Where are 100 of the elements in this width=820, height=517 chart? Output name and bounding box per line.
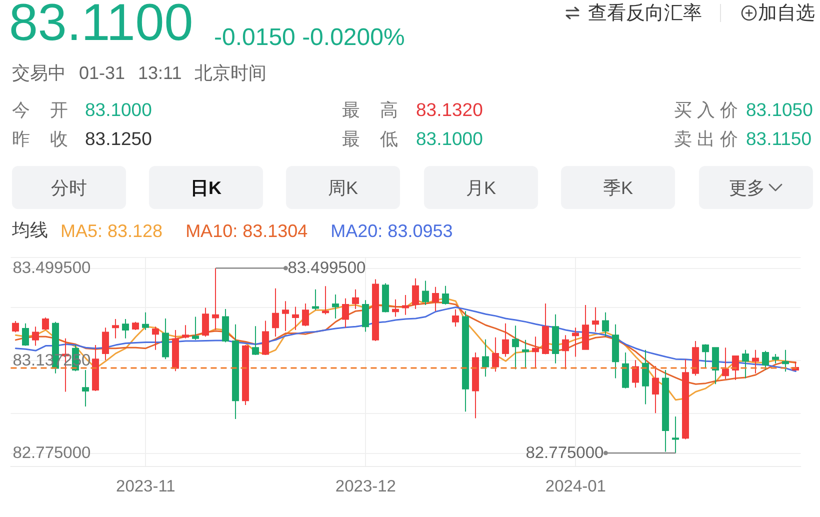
candlestick bbox=[132, 321, 139, 330]
candlestick bbox=[472, 352, 479, 419]
text: 最低 bbox=[342, 128, 398, 150]
annotation: 83.499500 bbox=[288, 259, 366, 278]
text: 83.1000 bbox=[85, 99, 152, 121]
candlestick bbox=[542, 302, 549, 355]
candlestick bbox=[82, 370, 89, 408]
candlestick bbox=[282, 300, 289, 332]
candlestick bbox=[712, 347, 719, 385]
candlestick bbox=[742, 349, 749, 379]
tab-button: 季K bbox=[561, 166, 675, 209]
text: 83.1000 bbox=[416, 128, 483, 150]
candlestick bbox=[562, 334, 569, 370]
candlestick bbox=[202, 307, 209, 338]
candlestick bbox=[392, 298, 399, 318]
candlestick bbox=[232, 324, 239, 420]
candlestick bbox=[182, 324, 189, 339]
text: 83.1150 bbox=[746, 128, 812, 150]
candlestick bbox=[522, 339, 529, 369]
candlestick bbox=[722, 347, 729, 380]
candlestick bbox=[652, 365, 659, 414]
x-tick-label: 2023-11 bbox=[116, 478, 176, 496]
candlestick bbox=[212, 268, 219, 330]
candlestick bbox=[332, 294, 339, 319]
candlestick bbox=[762, 350, 769, 371]
candlestick bbox=[342, 298, 349, 328]
candlestick bbox=[112, 318, 119, 339]
candlestick bbox=[172, 329, 179, 372]
candlestick bbox=[582, 304, 589, 350]
candlestick bbox=[402, 294, 409, 316]
legend-title: 均线 bbox=[11, 220, 48, 240]
candlestick bbox=[442, 285, 449, 305]
candlestick bbox=[572, 327, 579, 358]
candlestick bbox=[252, 326, 259, 356]
candlestick bbox=[192, 316, 199, 340]
candlestick bbox=[662, 370, 669, 452]
tab-button: 日K bbox=[149, 166, 263, 209]
text: 加自选 bbox=[758, 2, 815, 24]
text: MA10: 83.1304 bbox=[186, 221, 308, 241]
chart-title: 83.1100 bbox=[9, 0, 194, 54]
candlestick bbox=[242, 344, 249, 406]
text: 卖出价 bbox=[674, 128, 738, 150]
text: 83.1050 bbox=[746, 99, 813, 121]
candlestick bbox=[412, 278, 419, 310]
candlestick bbox=[682, 358, 689, 440]
candlestick bbox=[772, 353, 779, 364]
text: 查看反向汇率 bbox=[588, 2, 702, 24]
candlestick bbox=[632, 360, 639, 388]
candlestick bbox=[162, 318, 169, 360]
line-series bbox=[14, 306, 796, 372]
candlestick bbox=[222, 308, 229, 343]
candlestick bbox=[532, 336, 539, 369]
candlestick bbox=[152, 326, 159, 350]
text: 最高 bbox=[342, 99, 398, 121]
candlestick bbox=[782, 349, 789, 372]
tab-button: 更多 bbox=[699, 166, 813, 209]
candlestick bbox=[512, 325, 519, 370]
candlestick bbox=[312, 288, 319, 311]
text: 83.1320 bbox=[416, 99, 483, 121]
candlestick bbox=[422, 280, 429, 306]
text: 交易中 01-31 13:11 北京时间 bbox=[12, 62, 267, 84]
candlestick bbox=[12, 320, 19, 333]
candlestick bbox=[642, 349, 649, 405]
candlestick bbox=[122, 318, 129, 339]
tab-button: 分时 bbox=[12, 166, 126, 209]
candlestick bbox=[752, 349, 759, 374]
candlestick bbox=[42, 316, 49, 330]
candlestick bbox=[502, 322, 509, 358]
text: 买入价 bbox=[674, 99, 738, 121]
tab-button: 月K bbox=[424, 166, 538, 209]
candlestick bbox=[142, 312, 149, 330]
candlestick bbox=[672, 416, 679, 454]
candlestick bbox=[452, 308, 459, 328]
candlestick bbox=[552, 314, 559, 364]
tab-button: 周K bbox=[286, 166, 400, 209]
text: 83.1250 bbox=[85, 128, 152, 150]
candlestick bbox=[322, 286, 329, 315]
text: 今开 bbox=[12, 99, 68, 121]
candlestick bbox=[702, 344, 709, 369]
annotation: 82.775000 bbox=[526, 444, 604, 462]
candlestick bbox=[92, 344, 99, 392]
candlestick bbox=[352, 288, 359, 310]
candlestick bbox=[372, 278, 379, 342]
x-tick-label: 2023-12 bbox=[335, 478, 396, 496]
candlestick bbox=[362, 300, 369, 332]
text: MA5: 83.128 bbox=[60, 221, 163, 241]
candlestick bbox=[492, 336, 499, 372]
candlestick bbox=[32, 326, 39, 346]
candlestick bbox=[292, 306, 299, 330]
candlestick bbox=[272, 288, 279, 338]
candlestick bbox=[622, 352, 629, 389]
text: MA20: 83.0953 bbox=[330, 221, 453, 241]
candlestick bbox=[382, 282, 389, 313]
candlestick bbox=[432, 286, 439, 312]
candlestick bbox=[482, 338, 489, 378]
candlestick bbox=[732, 356, 739, 380]
y-tick-label: 83.499500 bbox=[12, 259, 91, 278]
candlestick bbox=[462, 310, 469, 412]
candlestick bbox=[692, 340, 699, 376]
x-tick-label: 2024-01 bbox=[545, 478, 606, 496]
